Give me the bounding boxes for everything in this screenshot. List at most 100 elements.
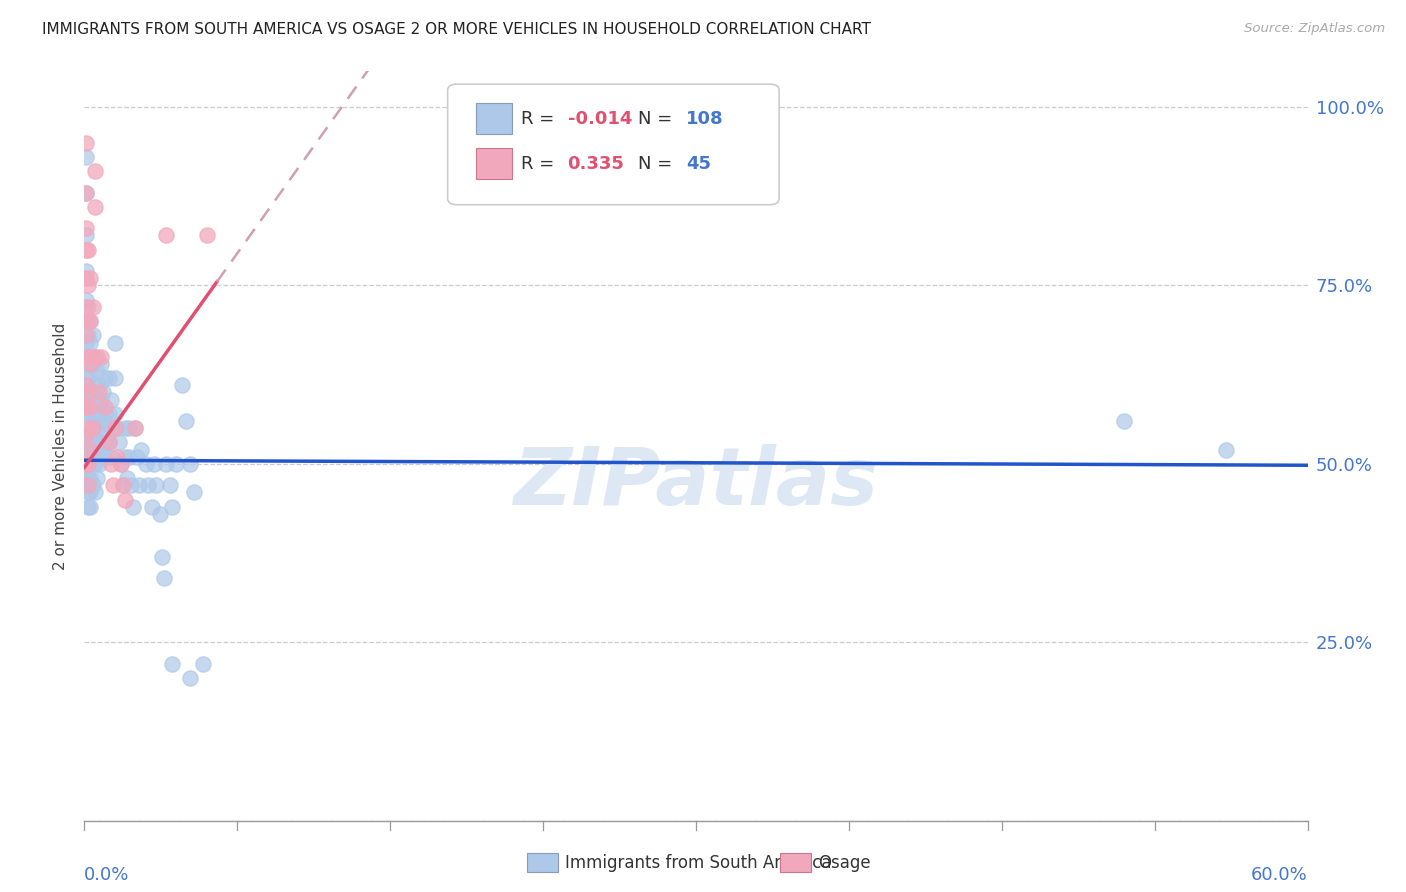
Point bbox=[75, 471, 97, 485]
Point bbox=[1215, 442, 1237, 457]
Point bbox=[91, 414, 114, 428]
Point bbox=[172, 378, 194, 392]
Point bbox=[83, 200, 105, 214]
Point bbox=[77, 385, 100, 400]
Point bbox=[75, 435, 97, 450]
Point bbox=[90, 392, 112, 407]
Point bbox=[77, 371, 100, 385]
Text: Osage: Osage bbox=[818, 854, 870, 871]
Point bbox=[82, 478, 104, 492]
Point bbox=[86, 392, 108, 407]
Point bbox=[83, 457, 105, 471]
Point bbox=[79, 314, 101, 328]
Point bbox=[79, 471, 101, 485]
Point bbox=[75, 335, 97, 350]
Point bbox=[105, 450, 128, 464]
Point bbox=[86, 450, 108, 464]
Point bbox=[77, 278, 100, 293]
Point bbox=[97, 435, 120, 450]
Point bbox=[155, 457, 177, 471]
Point bbox=[75, 228, 97, 243]
Point bbox=[79, 335, 101, 350]
Point bbox=[90, 357, 112, 371]
Point bbox=[75, 264, 97, 278]
Point bbox=[82, 300, 104, 314]
Point bbox=[100, 457, 122, 471]
Point bbox=[124, 421, 146, 435]
Point bbox=[135, 457, 157, 471]
Point bbox=[82, 328, 104, 343]
Point bbox=[75, 136, 97, 150]
Point bbox=[79, 428, 101, 442]
Bar bbox=[475, 148, 513, 179]
Point bbox=[105, 421, 128, 435]
Point bbox=[75, 357, 97, 371]
Point bbox=[75, 243, 97, 257]
Point bbox=[77, 500, 100, 514]
Point bbox=[75, 478, 97, 492]
Point bbox=[100, 450, 122, 464]
Point bbox=[75, 271, 97, 285]
Point bbox=[83, 435, 105, 450]
Text: R =: R = bbox=[522, 110, 560, 128]
Point bbox=[79, 364, 101, 378]
Point bbox=[77, 300, 100, 314]
Point bbox=[142, 457, 165, 471]
Point bbox=[75, 450, 97, 464]
Point bbox=[77, 407, 100, 421]
Text: R =: R = bbox=[522, 154, 565, 172]
Point bbox=[75, 350, 97, 364]
Point bbox=[83, 485, 105, 500]
Point bbox=[120, 478, 142, 492]
Text: 60.0%: 60.0% bbox=[1251, 865, 1308, 884]
Point bbox=[114, 450, 136, 464]
Point bbox=[183, 485, 205, 500]
Point bbox=[90, 350, 112, 364]
Point bbox=[122, 500, 145, 514]
Point bbox=[104, 335, 127, 350]
Point bbox=[131, 442, 153, 457]
Text: -0.014: -0.014 bbox=[568, 110, 631, 128]
FancyBboxPatch shape bbox=[447, 84, 779, 205]
Point bbox=[77, 421, 100, 435]
Point bbox=[150, 549, 173, 564]
Point bbox=[104, 407, 127, 421]
Point bbox=[191, 657, 214, 671]
Point bbox=[79, 271, 101, 285]
Point bbox=[128, 478, 150, 492]
Point bbox=[82, 385, 104, 400]
Point bbox=[77, 314, 100, 328]
Point bbox=[75, 457, 97, 471]
Point bbox=[86, 471, 108, 485]
Point bbox=[77, 471, 100, 485]
Point bbox=[110, 457, 132, 471]
Point bbox=[79, 407, 101, 421]
Point bbox=[75, 414, 97, 428]
Text: N =: N = bbox=[638, 154, 679, 172]
Point bbox=[91, 442, 114, 457]
Text: 0.335: 0.335 bbox=[568, 154, 624, 172]
Point bbox=[75, 300, 97, 314]
Point bbox=[174, 414, 197, 428]
Text: 108: 108 bbox=[686, 110, 724, 128]
Point bbox=[100, 421, 122, 435]
Text: 45: 45 bbox=[686, 154, 711, 172]
Point bbox=[100, 392, 122, 407]
Point bbox=[77, 428, 100, 442]
Point bbox=[79, 400, 101, 414]
Point bbox=[79, 442, 101, 457]
Point bbox=[110, 457, 132, 471]
Point bbox=[153, 571, 176, 585]
Text: ZIPatlas: ZIPatlas bbox=[513, 444, 879, 523]
Text: Source: ZipAtlas.com: Source: ZipAtlas.com bbox=[1244, 22, 1385, 36]
Point bbox=[75, 328, 97, 343]
Point bbox=[93, 435, 115, 450]
Point bbox=[93, 407, 115, 421]
Point bbox=[104, 421, 127, 435]
Point bbox=[86, 421, 108, 435]
Point bbox=[75, 457, 97, 471]
Point bbox=[79, 485, 101, 500]
Point bbox=[1114, 414, 1136, 428]
Point bbox=[75, 186, 97, 200]
Point bbox=[75, 428, 97, 442]
